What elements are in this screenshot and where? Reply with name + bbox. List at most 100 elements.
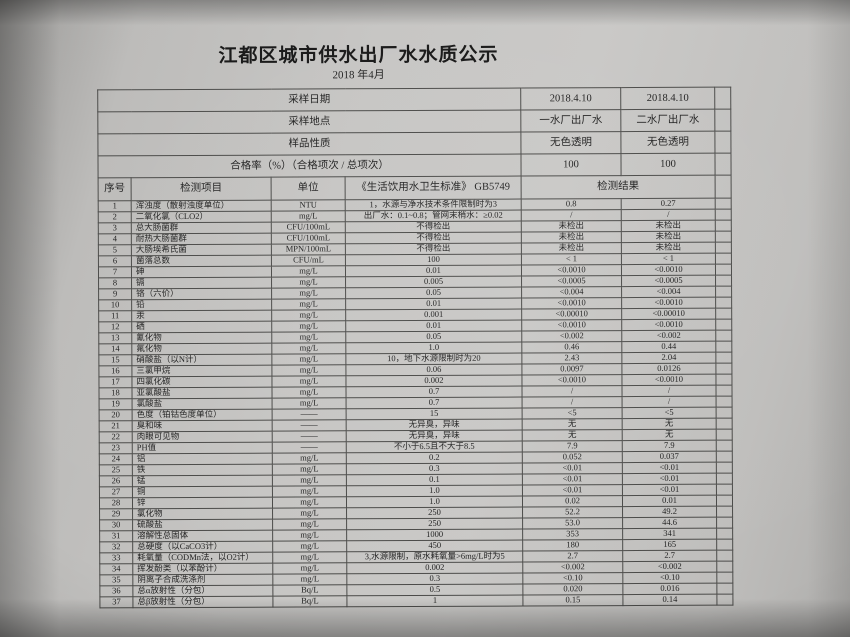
unit-cell: ——: [272, 441, 347, 454]
unit-cell: mg/L: [272, 529, 347, 542]
result-plant1: 0.020: [522, 583, 623, 596]
standard-cell: 0.5: [346, 584, 523, 596]
result-plant2: <0.0010: [621, 374, 716, 386]
result-plant1: 0.15: [522, 594, 623, 607]
item-name: 阴离子合成洗涤剂: [132, 574, 273, 586]
row-number: 26: [99, 475, 133, 487]
item-name: 铬（六价）: [131, 288, 272, 300]
unit-cell: mg/L: [271, 331, 346, 344]
standard-cell: 0.002: [345, 375, 522, 387]
result-plant2: 341: [622, 528, 717, 540]
standard-cell: 1，水源与净水技术条件限制时为3: [345, 199, 522, 211]
water-quality-table: 采样日期 2018.4.10 2018.4.10 采样地点 一水厂出厂水 二水厂…: [97, 87, 733, 609]
item-name: 硫酸盐: [132, 519, 273, 531]
spacer-cell: [716, 484, 733, 496]
row-number: 21: [99, 420, 133, 432]
row-number: 20: [99, 409, 133, 421]
result-plant1: 7.9: [522, 440, 623, 453]
spacer-cell: [715, 209, 732, 221]
standard-cell: 1.0: [346, 496, 523, 508]
row-number: 22: [99, 431, 133, 443]
result-plant1: /: [522, 396, 623, 409]
item-name: PH值: [132, 442, 273, 454]
result-plant1: <0.002: [521, 330, 622, 343]
standard-cell: 不得检出: [345, 232, 522, 244]
spacer-cell: [715, 220, 732, 232]
result-plant1: 2.43: [521, 352, 622, 365]
result-plant2: /: [622, 396, 717, 408]
result-plant2: <0.01: [622, 473, 717, 485]
unit-cell: mg/L: [272, 496, 347, 509]
result-plant2: 0.01: [622, 495, 717, 507]
header-result: 检测结果: [521, 175, 716, 200]
item-name: 锌: [132, 497, 273, 509]
item-name: 总β放射性（分包）: [132, 596, 273, 608]
result-plant1: <0.01: [522, 473, 623, 486]
spacer-cell: [716, 396, 733, 408]
row-number: 30: [99, 519, 133, 531]
spacer-cell: [715, 253, 732, 265]
result-plant2: 0.44: [621, 341, 716, 353]
column-header-row: 序号 检测项目 单位 《生活饮用水卫生标准》 GB5749 检测结果: [98, 175, 732, 201]
row-number: 8: [98, 277, 132, 289]
unit-cell: ——: [272, 419, 347, 432]
item-name: 汞: [131, 310, 272, 322]
row-number: 10: [98, 299, 132, 311]
spacer-cell: [716, 418, 733, 430]
spacer-cell: [715, 297, 732, 309]
result-plant1: 0.052: [522, 451, 623, 464]
standard-cell: 0.01: [345, 298, 522, 310]
standard-cell: 250: [346, 518, 523, 530]
spacer-cell: [715, 363, 732, 375]
standard-cell: 1: [346, 595, 523, 607]
result-plant2: <0.10: [622, 572, 717, 584]
result-plant1: 52.2: [522, 506, 623, 519]
report-period: 2018 年4月: [332, 69, 385, 82]
row-number: 12: [98, 321, 132, 333]
unit-cell: mg/L: [271, 265, 346, 278]
result-plant2: 未检出: [621, 220, 716, 232]
info-row-sample-property: 样品性质 无色透明 无色透明: [97, 131, 731, 156]
row-number: 2: [98, 211, 132, 223]
standard-cell: 1000: [346, 529, 523, 541]
result-plant1: <0.00010: [521, 308, 622, 321]
spacer-cell: [716, 451, 733, 463]
unit-cell: mg/L: [271, 287, 346, 300]
result-plant2: 2.7: [622, 550, 717, 562]
item-name: 臭和味: [132, 420, 273, 432]
spacer-cell: [715, 198, 732, 210]
spacer-cell: [716, 506, 733, 518]
result-plant1: /: [521, 385, 623, 398]
spacer-cell: [716, 407, 733, 419]
spacer-cell: [716, 462, 733, 474]
standard-cell: 0.3: [346, 573, 523, 585]
item-name: 浑浊度（散射浊度单位）: [131, 200, 272, 212]
result-plant1: <5: [522, 407, 623, 420]
result-plant2: 0.14: [622, 594, 717, 606]
spacer-cell: [715, 385, 733, 397]
info-label: 采样日期: [97, 88, 521, 112]
standard-cell: 0.7: [346, 397, 523, 409]
spacer-cell: [716, 440, 733, 452]
result-plant1: 53.0: [522, 517, 623, 530]
result-plant1: <0.004: [521, 286, 622, 299]
unit-cell: mg/L: [271, 364, 346, 377]
row-number: 3: [98, 222, 132, 234]
row-number: 33: [99, 552, 133, 564]
plant2-value: 100: [620, 153, 716, 176]
unit-cell: NTU: [271, 199, 346, 212]
result-plant2: 未检出: [621, 242, 716, 254]
row-number: 4: [98, 233, 132, 245]
result-plant2: 49.2: [622, 506, 717, 518]
item-name: 挥发酚类（以苯酚计）: [132, 563, 273, 575]
spacer-cell: [715, 374, 732, 386]
result-plant1: 无: [522, 429, 623, 442]
standard-cell: 450: [346, 540, 523, 552]
spacer-cell: [714, 131, 731, 154]
info-label: 采样地点: [97, 110, 521, 134]
row-number: 5: [98, 244, 132, 256]
plant2-value: 2018.4.10: [620, 87, 715, 110]
spacer-cell: [715, 341, 732, 353]
spacer-cell: [716, 550, 733, 562]
row-number: 13: [98, 332, 132, 344]
